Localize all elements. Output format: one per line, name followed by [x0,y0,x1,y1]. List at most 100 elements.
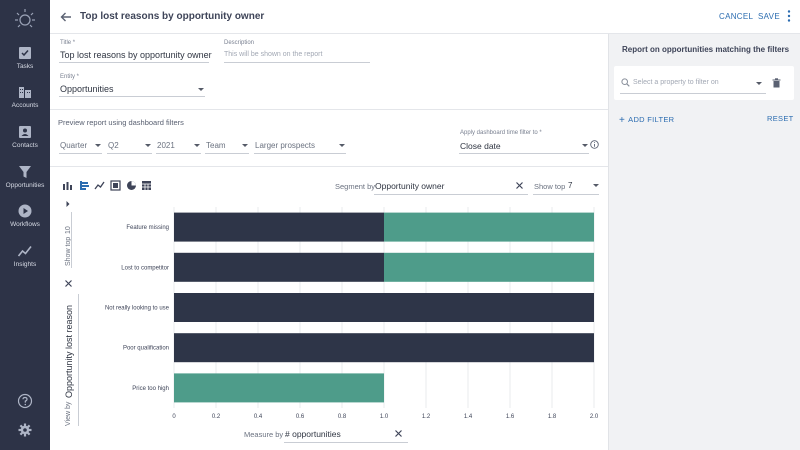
time-filter-dropdown-icon[interactable] [582,144,588,147]
category-label: Not really looking to use [105,306,170,312]
sidebar-item-workflows[interactable]: Workflows [0,203,50,228]
contacts-icon [19,126,31,138]
search-icon [621,78,630,87]
show-top-dropdown-icon[interactable] [593,184,599,187]
show-top-underline [533,194,599,195]
grid-icon[interactable] [141,180,152,191]
category-label: Feature missing [126,225,169,231]
sidebar: Tasks Accounts Contacts Opportunities Wo… [0,0,50,450]
x-tick-label: 0.8 [338,414,347,420]
prospects-dropdown-icon[interactable] [339,144,345,147]
clear-measure-icon[interactable] [394,429,403,438]
sidebar-item-insights[interactable]: Insights [0,243,50,268]
measure-by-label: Measure by [244,430,284,439]
x-tick-label: 0.4 [254,414,263,420]
preview-label: Preview report using dashboard filters [58,118,184,127]
segment-select[interactable]: Opportunity owner [375,181,445,191]
clear-view-by-icon[interactable] [64,279,73,288]
chevron-right-icon[interactable] [65,200,71,208]
measure-by-underline [284,442,408,443]
q2-select[interactable]: Q2 [108,141,119,150]
property-filter-box[interactable]: Select a property to filter on [614,66,794,100]
cancel-button[interactable]: CANCEL [719,12,754,21]
more-options-icon[interactable] [786,9,792,23]
play-circle-icon [18,204,32,218]
entity-select[interactable]: Opportunities [60,84,114,94]
q2-underline [107,153,152,154]
entity-field-label: Entity * [60,74,80,80]
x-tick-label: 1.6 [506,414,515,420]
year-select[interactable]: 2021 [157,141,175,150]
filter-panel-title: Report on opportunities matching the fil… [622,45,790,54]
tasks-icon [19,47,31,59]
trash-icon[interactable] [772,78,781,88]
show-top-select[interactable]: 7 [568,181,573,190]
reset-button[interactable]: RESET [767,114,794,123]
back-arrow-icon[interactable] [59,10,73,24]
description-input[interactable]: This will be shown on the report [224,51,323,58]
category-label: Poor qualification [123,346,169,352]
line-chart-icon[interactable] [94,180,105,191]
show-top-label: Show top [534,182,566,191]
year-underline [156,153,201,154]
bar-segment [384,252,594,282]
logo-icon[interactable] [14,8,36,30]
measure-by-select[interactable]: # opportunities [285,429,341,439]
category-label: Price too high [132,386,169,392]
help-icon[interactable] [17,393,33,409]
title-field-label: Title * [60,40,76,46]
property-filter-input[interactable]: Select a property to filter on [633,79,719,86]
quarter-select[interactable]: Quarter [60,141,88,150]
pie-chart-icon[interactable] [126,180,137,191]
horizontal-bar-icon[interactable] [79,180,90,191]
x-tick-label: 0 [172,414,176,420]
x-tick-label: 1.0 [380,414,389,420]
filter-panel: Report on opportunities matching the fil… [608,34,800,450]
x-tick-label: 1.8 [548,414,557,420]
prospects-select[interactable]: Larger prospects [255,141,316,150]
prospects-underline [254,153,346,154]
settings-gear-icon[interactable] [17,422,33,438]
view-by-label: View by [65,401,72,426]
table-icon[interactable] [110,180,121,191]
team-underline [205,153,249,154]
bar-segment [174,373,384,403]
title-underline [59,62,209,63]
add-filter-label: ADD FILTER [628,115,675,124]
q2-dropdown-icon[interactable] [145,144,151,147]
divider [50,166,608,167]
sidebar-item-label: Contacts [12,142,38,149]
filter-funnel-icon [19,166,31,178]
segment-label: Segment by [335,182,376,191]
sidebar-item-accounts[interactable]: Accounts [0,84,50,109]
sidebar-item-contacts[interactable]: Contacts [0,124,50,149]
property-dropdown-icon[interactable] [756,82,762,85]
x-tick-label: 1.2 [422,414,431,420]
bar-chart-icon[interactable] [62,180,73,191]
entity-dropdown-icon[interactable] [198,88,204,91]
entity-underline [59,96,205,97]
title-input[interactable]: Top lost reasons by opportunity owner [60,50,212,60]
team-select[interactable]: Team [206,141,226,150]
sidebar-item-label: Workflows [10,221,40,228]
sidebar-item-tasks[interactable]: Tasks [0,45,50,70]
info-icon[interactable] [590,140,599,149]
property-underline [620,93,766,94]
sidebar-item-opportunities[interactable]: Opportunities [0,164,50,189]
team-dropdown-icon[interactable] [242,144,248,147]
save-button[interactable]: SAVE [758,12,780,21]
description-underline [224,62,370,63]
description-field-label: Description [224,40,255,46]
bar-segment [174,333,594,363]
clear-segment-icon[interactable] [515,181,524,190]
divider [50,109,608,110]
view-by-select[interactable]: Opportunity lost reason [64,304,74,398]
year-dropdown-icon[interactable] [194,144,200,147]
show-top-vertical-underline [71,212,72,268]
time-filter-underline [459,153,589,154]
time-filter-select[interactable]: Close date [460,141,501,151]
time-filter-label: Apply dashboard time filter to * [460,130,542,136]
add-filter-button[interactable]: + ADD FILTER [619,114,675,126]
sidebar-item-label: Opportunities [5,182,45,189]
quarter-dropdown-icon[interactable] [95,144,101,147]
